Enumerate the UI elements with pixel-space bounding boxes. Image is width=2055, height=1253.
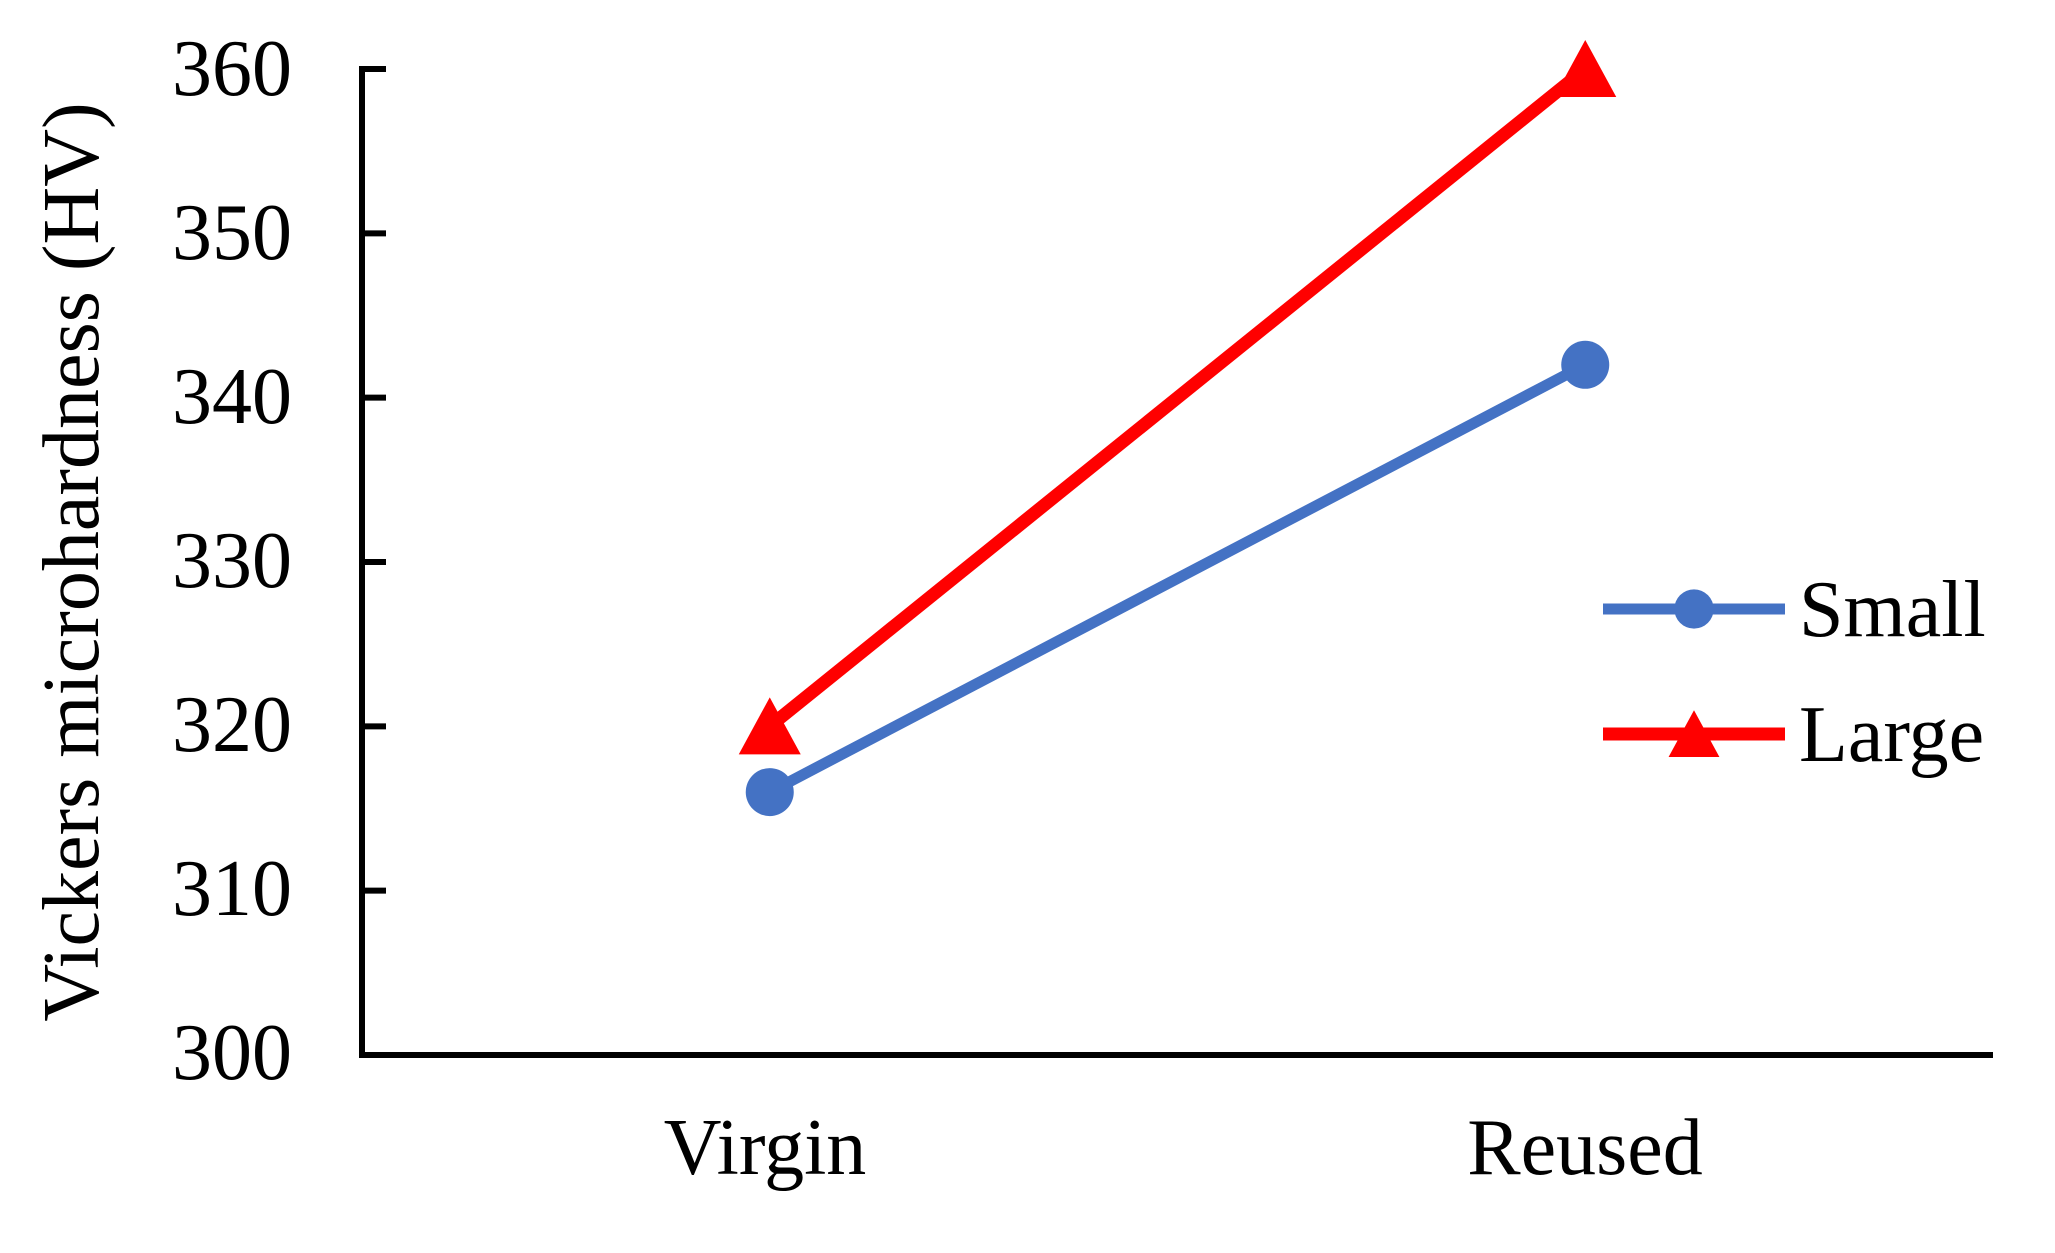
- series-line-large: [765, 63, 1590, 732]
- series-marker-large: [738, 697, 801, 755]
- legend-marker-small: [1674, 589, 1714, 629]
- y-tick-label-300: 300: [172, 1009, 292, 1097]
- legend-label-large: Large: [1799, 691, 1985, 779]
- y-tick-label-310: 310: [172, 845, 292, 933]
- legend-label-small: Small: [1799, 566, 1986, 654]
- y-tick-label-360: 360: [172, 25, 292, 113]
- x-category-label-virgin: Virgin: [663, 1104, 867, 1192]
- series-marker-small: [1561, 340, 1610, 389]
- x-category-label-reused: Reused: [1467, 1104, 1703, 1192]
- series-marker-large: [1554, 40, 1617, 97]
- series-line-small: [767, 359, 1588, 797]
- y-tick-label-350: 350: [172, 189, 292, 277]
- y-tick-label-340: 340: [172, 353, 292, 441]
- y-tick-label-330: 330: [172, 517, 292, 605]
- y-tick-label-320: 320: [172, 681, 292, 769]
- legend-marker-large: [1668, 710, 1720, 757]
- series-marker-small: [745, 768, 794, 817]
